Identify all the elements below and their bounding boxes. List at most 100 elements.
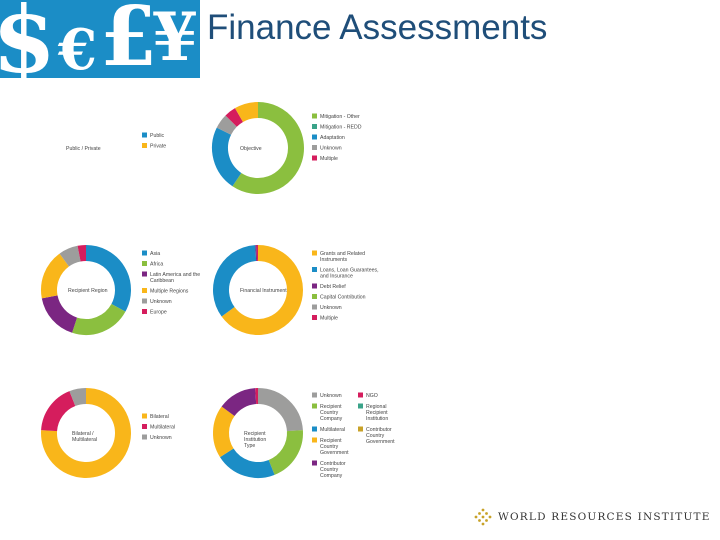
chart-legend: Public Private: [142, 132, 166, 150]
donut-segment: [69, 388, 87, 407]
chart-legend: Unknown Recipient Country Company Multilater…: [312, 392, 395, 479]
legend-swatch: [312, 267, 317, 272]
legend-label: Africa: [150, 262, 163, 268]
legend-swatch: [312, 315, 317, 320]
legend-label: Capital Contribution: [320, 295, 366, 301]
legend-swatch: [142, 434, 147, 440]
donut-segment: [41, 391, 76, 432]
donut-chart-3: Recipient Region Asia Africa Latin America …: [41, 245, 200, 335]
donut-segment: [220, 448, 275, 478]
legend-swatch: [358, 426, 363, 432]
legend-swatch: [142, 413, 147, 419]
donut-center-label: Recipient Region: [68, 288, 108, 294]
slide-title: Finance Assessments: [207, 8, 548, 47]
donut-segment: [41, 294, 78, 333]
chart-legend: Mitigation - Other Mitigation - REDD Adapt…: [312, 113, 362, 162]
legend-swatch: [312, 403, 317, 409]
chart-legend: Asia Africa Latin America and the Caribbean…: [142, 250, 200, 316]
donut-chart-4: Financial Instrument Grants and Related In…: [213, 245, 379, 335]
legend-swatch: [142, 250, 147, 256]
legend-swatch: [312, 392, 317, 398]
legend-swatch: [312, 426, 317, 432]
legend-label: Contributor Country Company: [320, 461, 346, 479]
donut-center-label: Bilateral / Multilateral: [72, 431, 97, 443]
donut-chart-5: Bilateral / Multilateral Bilateral Multilat…: [41, 388, 175, 478]
legend-label: Private: [150, 144, 166, 150]
donut-chart-1: Public / Private Public Private: [66, 132, 166, 152]
donut-center-label: Recipient Institution Type: [244, 431, 266, 449]
legend-label: Public: [150, 133, 165, 139]
legend-label: Mitigation - Other: [320, 114, 360, 120]
legend-label: NGO: [366, 393, 378, 399]
donut-center-label: Financial Instrument: [240, 288, 287, 294]
legend-label: Unknown: [150, 299, 172, 305]
legend-label: Contributor Country Government: [366, 427, 395, 445]
donut-segment: [213, 245, 257, 317]
legend-swatch: [312, 113, 317, 119]
legend-swatch: [312, 134, 317, 140]
legend-label: Mitigation - REDD: [320, 125, 362, 131]
finance-logo: $ € £ ¥: [0, 0, 200, 78]
donut-segment: [257, 388, 303, 432]
legend-label: Recipient Country Company: [320, 404, 343, 422]
wri-name: WORLD RESOURCES INSTITUTE: [498, 511, 711, 523]
legend-label: Unknown: [150, 435, 172, 441]
legend-swatch: [312, 294, 317, 299]
donut-segment: [232, 102, 304, 194]
legend-label: Latin America and the Caribbean: [150, 272, 200, 284]
legend-label: Multiple Regions: [150, 289, 189, 295]
yen-glyph: ¥: [152, 0, 198, 76]
legend-swatch: [312, 437, 317, 443]
legend-label: Adaptation: [320, 135, 345, 141]
donut-chart-6: Recipient Institution Type Unknown Recipient…: [213, 388, 395, 479]
donut-segment: [59, 245, 81, 267]
legend-swatch: [142, 143, 147, 148]
legend-label: Regional Recipient Institution: [366, 404, 388, 422]
legend-label: Loans, Loan Guarantees, and Insurance: [320, 268, 379, 280]
donut-segment: [41, 388, 131, 478]
legend-swatch: [312, 283, 317, 289]
donut-segment: [225, 108, 244, 127]
legend-swatch: [142, 261, 147, 266]
donut-segment: [268, 430, 303, 475]
legend-label: Unknown: [320, 393, 342, 399]
donut-segment: [85, 245, 131, 312]
legend-label: Asia: [150, 251, 160, 257]
chart-legend: Grants and Related Instruments Loans, Loan…: [312, 250, 379, 322]
pound-glyph: £: [100, 0, 158, 78]
legend-swatch: [312, 124, 317, 129]
donut-segment: [41, 253, 70, 299]
wri-logo-icon: [474, 508, 492, 526]
chart-legend: Bilateral Multilateral Unknown: [142, 413, 175, 441]
donut-segment: [212, 127, 242, 187]
donut-center-label: Objective: [240, 146, 262, 152]
legend-swatch: [142, 424, 147, 429]
dollar-glyph: $: [0, 0, 57, 78]
legend-swatch: [312, 250, 317, 256]
legend-swatch: [358, 403, 363, 409]
legend-label: Multilateral: [150, 425, 175, 431]
donut-segment: [235, 102, 259, 123]
legend-label: Grants and Related Instruments: [320, 251, 365, 263]
legend-swatch: [358, 392, 363, 398]
donut-segment: [216, 115, 238, 136]
legend-swatch: [312, 145, 317, 150]
legend-label: Multilateral: [320, 427, 345, 433]
legend-label: Unknown: [320, 146, 342, 152]
legend-swatch: [142, 309, 147, 314]
legend-swatch: [142, 298, 147, 304]
legend-swatch: [142, 132, 147, 138]
donut-segment: [213, 406, 235, 458]
legend-label: Debt Relief: [320, 284, 346, 290]
legend-swatch: [312, 460, 317, 466]
legend-swatch: [142, 271, 147, 277]
legend-swatch: [312, 155, 317, 161]
legend-label: Unknown: [320, 305, 342, 311]
legend-label: Recipient Country Government: [320, 438, 349, 456]
wri-footer: WORLD RESOURCES INSTITUTE: [474, 508, 711, 526]
donut-segment: [77, 245, 87, 262]
donut-segment: [72, 303, 126, 335]
donut-segment: [221, 388, 257, 417]
